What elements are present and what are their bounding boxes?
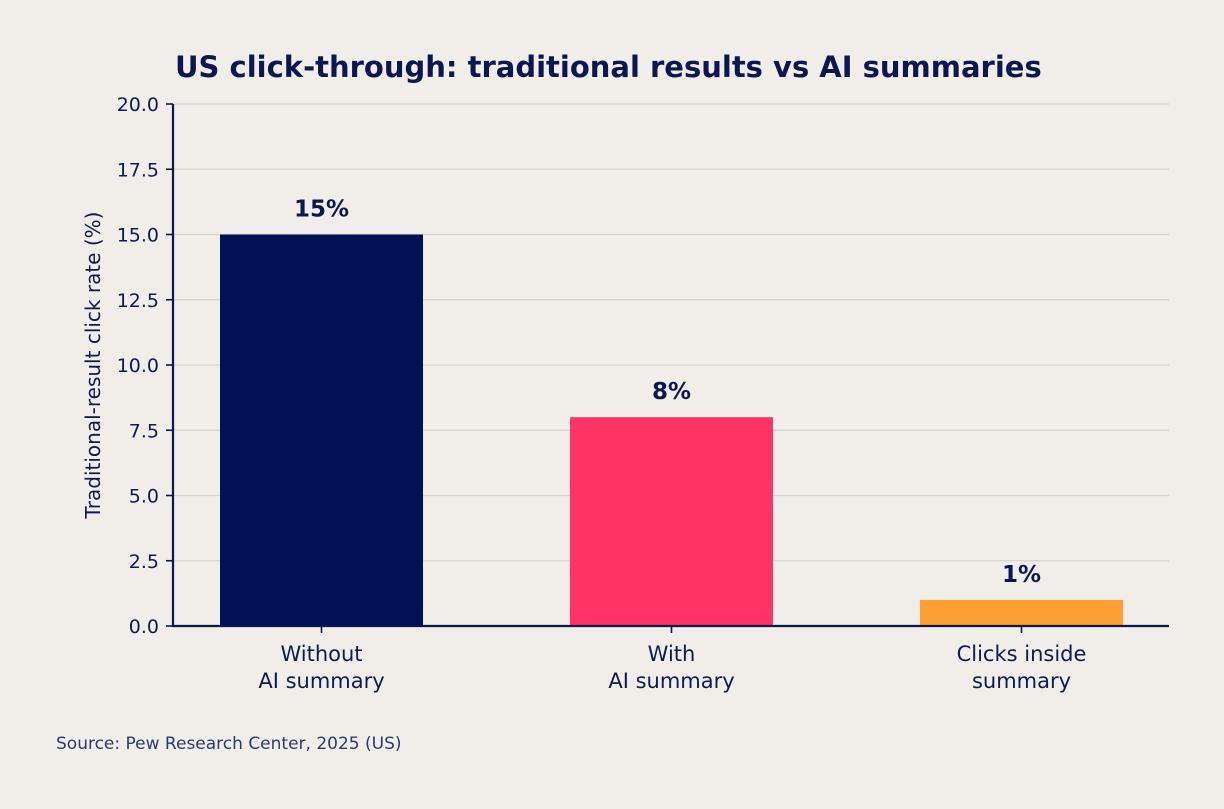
x-tick-label-line: summary (972, 669, 1071, 693)
y-tick-label: 12.5 (117, 290, 159, 312)
bar-value-label: 8% (652, 379, 691, 405)
bar-value-label: 1% (1002, 562, 1041, 588)
y-tick-label: 0.0 (129, 616, 159, 638)
bar (920, 599, 1123, 626)
y-axis-label: Traditional-result click rate (%) (81, 212, 105, 520)
x-tick-label-line: AI summary (258, 669, 384, 693)
x-tick-label-line: Without (280, 642, 362, 666)
y-tick-label: 20.0 (117, 94, 159, 116)
y-tick-label: 17.5 (117, 159, 159, 181)
y-tick-label: 5.0 (129, 486, 159, 508)
x-ticks: Without AI summary With AI summary Clicks in… (258, 626, 1086, 693)
source-note: Source: Pew Research Center, 2025 (US) (56, 734, 402, 754)
x-tick-label-line: AI summary (608, 669, 734, 693)
bars (220, 234, 1123, 626)
bar (220, 234, 423, 626)
x-tick-label: With AI summary (608, 642, 734, 693)
y-ticks: 0.0 2.5 5.0 7.5 10.0 12.5 15.0 17.5 20.0 (117, 94, 173, 638)
x-tick-label: Clicks inside summary (957, 642, 1087, 693)
x-tick-label-line: With (648, 642, 696, 666)
x-tick-label-line: Clicks inside (957, 642, 1087, 666)
y-tick-label: 15.0 (117, 225, 159, 247)
x-tick-label: Without AI summary (258, 642, 384, 693)
bar (570, 417, 773, 626)
y-tick-label: 7.5 (129, 420, 159, 442)
bar-value-label: 15% (294, 197, 349, 223)
data-labels: 15% 8% 1% (294, 197, 1041, 588)
chart-title: US click-through: traditional results vs… (175, 50, 1042, 84)
y-tick-label: 10.0 (117, 355, 159, 377)
y-tick-label: 2.5 (129, 551, 159, 573)
